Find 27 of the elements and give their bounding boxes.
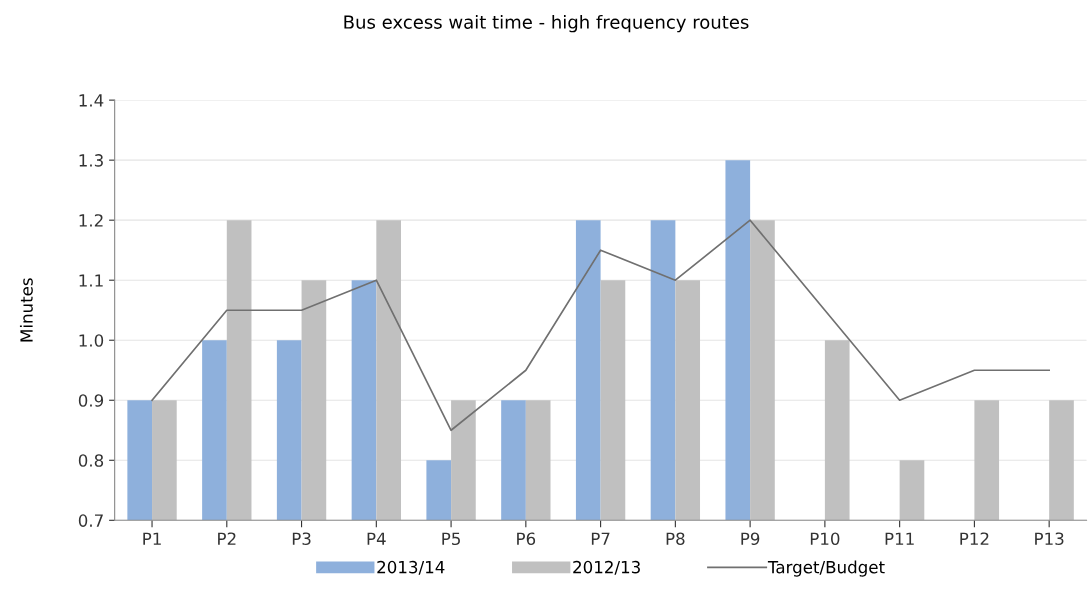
y-tick-label: 0.9 <box>78 394 104 407</box>
legend-label: 2012/13 <box>573 560 640 575</box>
x-tick-label: P9 <box>741 532 760 546</box>
y-tick-label: 0.7 <box>78 514 103 527</box>
x-tick-label: P4 <box>367 532 386 545</box>
chart-title: Bus excess wait time - high frequency routes <box>344 14 749 33</box>
x-tick-label: P8 <box>666 532 685 546</box>
y-tick-label: 1.4 <box>79 94 104 107</box>
y-tick-label: 1.1 <box>79 274 103 287</box>
legend-label: Target/Budget <box>767 560 885 577</box>
x-tick-label: P6 <box>517 532 536 546</box>
line-series <box>151 219 1050 432</box>
x-tick-label: P10 <box>810 532 840 546</box>
legend-label: 2013/14 <box>377 560 445 575</box>
x-tick-label: P3 <box>292 532 311 546</box>
x-tick-label: P11 <box>885 532 914 545</box>
x-tick-label: P1 <box>143 532 161 545</box>
x-tick-label: P2 <box>218 532 236 545</box>
y-tick-label: 0.8 <box>78 454 104 467</box>
x-tick-label: P13 <box>1035 532 1064 546</box>
y-tick-label: 1.0 <box>79 334 104 347</box>
y-tick-label: 1.2 <box>79 214 103 227</box>
x-tick-label: P5 <box>442 532 460 546</box>
y-tick-label: 1.3 <box>79 154 103 167</box>
y-axis-title: Minutes <box>19 278 33 342</box>
x-tick-label: P12 <box>960 532 989 545</box>
x-tick-label: P7 <box>591 532 610 545</box>
